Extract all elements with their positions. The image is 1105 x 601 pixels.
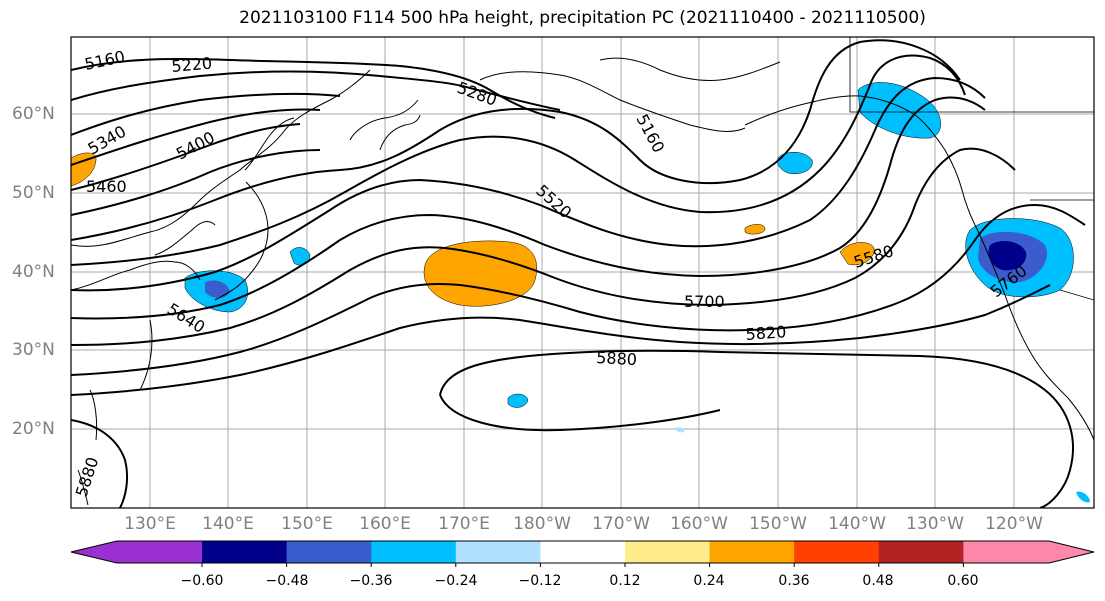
colorbar-tick: 0.24 [693, 573, 725, 589]
lon-label: 180°W [513, 514, 571, 534]
contour-label: 5700 [684, 292, 725, 311]
contour-label: 5880 [596, 348, 638, 369]
contour-label: 5160 [632, 111, 668, 156]
lon-label: 130°W [906, 514, 964, 534]
colorbar-segment [202, 541, 288, 563]
precip-anomaly-negative [675, 427, 685, 433]
colorbar-tick: −0.24 [434, 573, 478, 589]
contour-label: 5460 [86, 177, 127, 196]
precip-anomaly-negative [205, 280, 230, 298]
colorbar-tick: −0.60 [180, 573, 224, 589]
precip-anomaly-negative [1076, 491, 1090, 503]
precip-anomaly-negative [507, 393, 529, 408]
colorbar-tick: 0.36 [778, 573, 810, 589]
colorbar-segment [540, 541, 626, 563]
contour-label: 5220 [171, 54, 213, 76]
colorbar-segment [878, 541, 964, 563]
political-boundaries [849, 37, 1094, 301]
precip-anomaly-negative [857, 82, 941, 139]
lat-label: 60°N [12, 104, 55, 124]
lon-label: 140°E [202, 514, 254, 534]
lon-label: 140°W [828, 514, 886, 534]
colorbar-extend-max [963, 541, 1094, 563]
colorbar-segment [455, 541, 541, 563]
lat-label: 30°N [12, 340, 55, 360]
lon-label: 130°E [124, 514, 176, 534]
colorbar-outline [70, 540, 1095, 564]
precip-shading [71, 82, 1090, 503]
lon-label: 170°W [592, 514, 650, 534]
map-title: 2021103100 F114 500 hPa height, precipit… [239, 8, 926, 28]
precip-anomaly-negative [777, 152, 813, 174]
contour-label: 5400 [173, 128, 218, 164]
lon-label: 120°W [985, 514, 1043, 534]
plot-frame [70, 36, 1095, 509]
coastlines [71, 57, 1094, 506]
contour-label: 5820 [745, 322, 787, 344]
precip-anomaly-positive [423, 240, 537, 307]
colorbar-tick: 0.12 [609, 573, 641, 589]
contour-label: 5280 [455, 78, 500, 110]
colorbar-tick: −0.48 [265, 573, 309, 589]
contour-label: 5880 [72, 455, 103, 500]
lon-label: 160°W [670, 514, 728, 534]
colorbar-tick: −0.12 [518, 573, 562, 589]
contour-label: 5640 [164, 299, 209, 337]
lat-label: 40°N [12, 262, 55, 282]
precip-anomaly-negative [289, 247, 311, 266]
lat-label: 20°N [12, 419, 55, 439]
colorbar-tick: 0.48 [862, 573, 894, 589]
colorbar-segment [709, 541, 795, 563]
colorbar-extend-min [71, 541, 202, 563]
contour-label: 5520 [532, 181, 575, 222]
colorbar [70, 540, 1095, 567]
colorbar-segment [371, 541, 457, 563]
colorbar-tick: −0.36 [349, 573, 393, 589]
height-contours [71, 39, 1086, 508]
colorbar-segment [286, 541, 372, 563]
precip-anomaly-positive [839, 242, 875, 266]
lon-label: 160°E [359, 514, 411, 534]
colorbar-segment [794, 541, 880, 563]
lat-label: 50°N [12, 183, 55, 203]
precip-anomaly-negative [988, 240, 1027, 271]
lon-label: 150°E [281, 514, 333, 534]
colorbar-tick: 0.60 [947, 573, 979, 589]
lon-label: 170°E [438, 514, 490, 534]
colorbar-segment [625, 541, 711, 563]
contour-label: 5160 [83, 47, 127, 74]
precip-anomaly-positive [71, 152, 97, 187]
lon-label: 150°W [749, 514, 807, 534]
precip-anomaly-positive [744, 224, 766, 235]
